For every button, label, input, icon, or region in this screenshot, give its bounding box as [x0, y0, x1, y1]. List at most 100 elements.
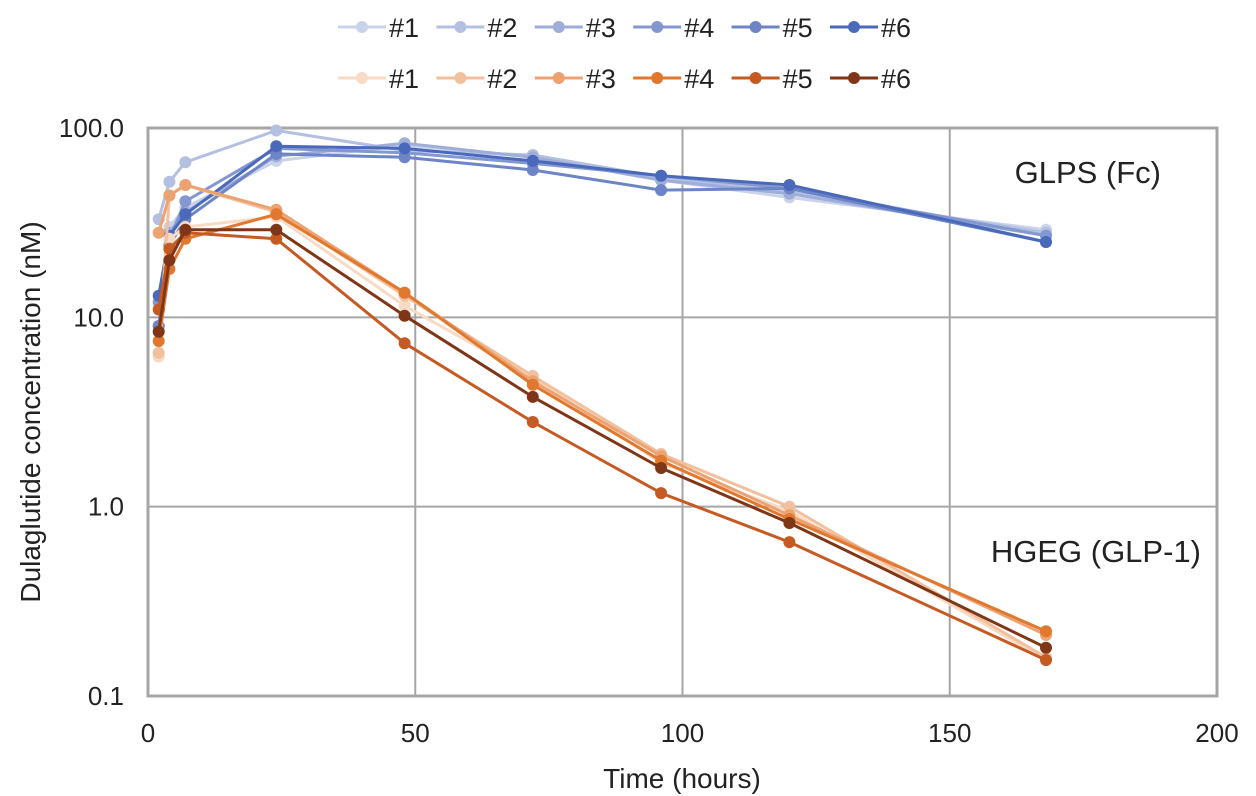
legend-label: #3: [586, 13, 616, 43]
legend-swatch-marker: [356, 21, 368, 33]
legend-item-glps-1: #1: [338, 13, 419, 43]
legend-item-hgeg-3: #3: [534, 64, 616, 94]
series-line-hgeg-5: [157, 231, 1047, 662]
legend-swatch-marker: [552, 72, 565, 84]
series-line-hgeg-1: [157, 215, 1047, 662]
legend-swatch-marker: [848, 21, 860, 33]
data-point-hgeg-5: [526, 416, 539, 428]
data-point-glps-6: [1040, 236, 1052, 248]
data-point-hgeg-6: [783, 517, 796, 529]
data-point-hgeg-3: [152, 226, 165, 239]
x-tick-label: 150: [928, 718, 971, 748]
legend-label: #5: [783, 13, 813, 43]
data-point-hgeg-5: [398, 337, 411, 350]
data-point-glps-5: [655, 184, 668, 197]
data-point-hgeg-5: [1040, 654, 1052, 666]
legend-label: #4: [684, 64, 714, 94]
data-point-hgeg-6: [526, 390, 539, 403]
data-point-glps-6: [270, 140, 283, 153]
data-point-glps-6: [179, 208, 192, 221]
data-point-hgeg-4: [1040, 625, 1052, 638]
series-line-hgeg-6: [157, 228, 1047, 650]
data-point-hgeg-6: [152, 325, 165, 338]
series-layer: [152, 124, 1052, 666]
data-point-hgeg-3: [179, 179, 192, 191]
y-tick-label: 10.0: [73, 302, 124, 332]
data-point-hgeg-6: [1040, 641, 1052, 654]
legend-label: #2: [487, 64, 517, 94]
series-hgeg-6: [152, 223, 1052, 654]
series-line-glps-1: [157, 143, 1047, 331]
data-point-hgeg-6: [179, 223, 192, 236]
legend-swatch-marker: [749, 21, 762, 33]
x-axis-title: Time (hours): [603, 763, 761, 794]
x-tick-label: 0: [141, 718, 155, 748]
data-point-hgeg-2: [783, 500, 796, 513]
x-tick-label: 200: [1195, 718, 1238, 748]
legend-swatch-marker: [848, 72, 860, 84]
legend-item-glps-3: #3: [534, 13, 616, 43]
data-point-hgeg-1: [398, 299, 411, 312]
legend-swatch-marker: [651, 72, 664, 84]
legend-swatch-marker: [454, 21, 467, 33]
tick-layer: 0 50 100 150 200 0.1 1.0 10.0 100.0: [59, 113, 1239, 748]
legend-item-hgeg-5: #5: [731, 64, 813, 94]
grid-layer: [148, 128, 1217, 696]
legend-swatch-marker: [651, 21, 664, 33]
plot-frame: [146, 126, 1219, 698]
legend-item-glps-6: #6: [830, 13, 911, 43]
legend-label: #1: [389, 64, 419, 94]
legend-label: #5: [783, 64, 813, 94]
data-point-glps-2: [179, 156, 192, 169]
y-axis-title: Dulaglutide concentration (nM): [15, 221, 46, 602]
legend-swatch-marker: [454, 72, 467, 84]
legend-label: #3: [586, 64, 616, 94]
legend-label: #6: [881, 13, 911, 43]
annotation-glps-fc: GLPS (Fc): [1015, 155, 1161, 190]
data-point-hgeg-6: [270, 223, 283, 236]
data-point-glps-2: [270, 124, 283, 137]
data-point-glps-5: [526, 164, 539, 176]
legend-swatch-marker: [749, 72, 762, 84]
data-point-hgeg-6: [398, 309, 411, 322]
data-point-hgeg-4: [398, 286, 411, 299]
data-point-hgeg-2: [152, 346, 165, 359]
x-tick-label: 50: [401, 718, 430, 748]
legend-item-hgeg-4: #4: [633, 64, 714, 94]
legend-item-glps-5: #5: [731, 13, 813, 43]
legend-label: #1: [389, 13, 419, 43]
legend-item-hgeg-1: #1: [338, 64, 419, 94]
series-hgeg-5: [152, 226, 1052, 666]
data-point-glps-5: [398, 151, 411, 164]
x-tick-label: 100: [661, 718, 704, 748]
data-point-hgeg-5: [783, 536, 796, 549]
data-point-hgeg-3: [163, 189, 176, 202]
data-point-glps-6: [783, 179, 796, 191]
legend-label: #6: [881, 64, 911, 94]
y-tick-label: 1.0: [88, 492, 124, 522]
legend-item-hgeg-6: #6: [830, 64, 911, 94]
legend-label: #2: [487, 13, 517, 43]
data-point-glps-6: [526, 154, 539, 167]
data-point-glps-6: [398, 142, 411, 155]
data-point-hgeg-5: [270, 232, 283, 245]
legend-label: #4: [684, 13, 714, 43]
annotation-hgeg-glp1: HGEG (GLP-1): [991, 534, 1201, 569]
legend-swatch-marker: [552, 21, 565, 33]
y-tick-label: 0.1: [88, 681, 124, 711]
data-point-glps-2: [163, 175, 176, 188]
data-point-glps-4: [179, 195, 192, 208]
data-point-hgeg-4: [152, 335, 165, 347]
data-point-hgeg-4: [526, 378, 539, 391]
series-glps-5: [152, 147, 1052, 332]
legend-item-hgeg-2: #2: [436, 64, 517, 94]
series-hgeg-1: [152, 210, 1052, 666]
legend-item-glps-4: #4: [633, 13, 714, 43]
data-point-hgeg-6: [163, 254, 176, 267]
data-point-glps-6: [655, 169, 668, 182]
data-point-hgeg-4: [270, 208, 283, 221]
legend-item-glps-2: #2: [436, 13, 517, 43]
legend: #1 #2 #3 #4 #5 #6 #1 #2 #3 #4 #5 #6: [338, 13, 911, 94]
